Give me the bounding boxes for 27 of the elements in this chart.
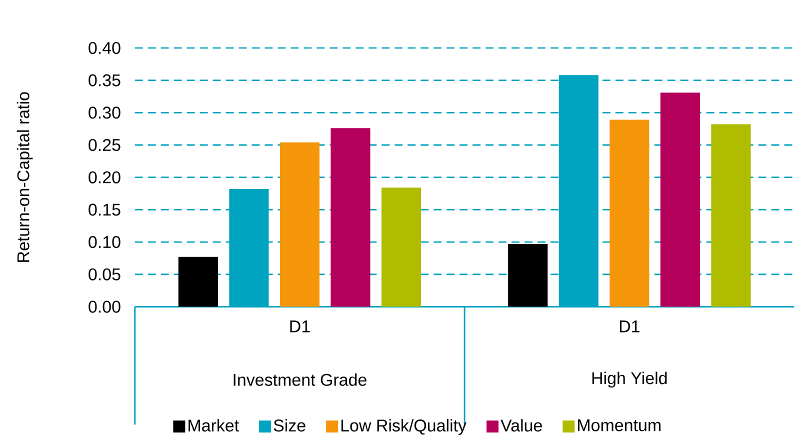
x-tick-label: D1: [290, 320, 310, 332]
y-tick-label: 0.20: [88, 171, 120, 184]
bar: [280, 142, 320, 307]
y-tick-label: 0.05: [88, 268, 120, 280]
y-tick-label: 0.00: [88, 300, 120, 313]
bar: [660, 92, 700, 307]
legend-label: Momentum: [578, 419, 660, 432]
bar: [330, 128, 370, 307]
bar: [610, 120, 650, 307]
text: High Yield: [592, 372, 667, 388]
legend-label: Size: [274, 419, 306, 432]
legend-label: Market: [188, 419, 239, 432]
text: Investment Grade: [234, 373, 366, 386]
y-tick-label: 0.15: [88, 204, 120, 216]
bar: [178, 256, 218, 307]
y-tick-label: 0.25: [88, 139, 120, 152]
y-tick-label: 0.30: [88, 106, 120, 119]
y-tick-label: 0.40: [88, 42, 120, 54]
legend-label: Low Risk/Quality: [341, 419, 466, 435]
y-tick-label: 0.35: [88, 74, 120, 86]
y-axis-title: Return-on-Capital ratio: [16, 92, 33, 262]
x-tick-label: D1: [620, 320, 640, 332]
y-tick-label: 0.10: [88, 236, 120, 248]
legend-label: Value: [500, 419, 542, 432]
bar: [381, 188, 422, 307]
bar: [711, 124, 751, 307]
bar: [508, 244, 548, 307]
